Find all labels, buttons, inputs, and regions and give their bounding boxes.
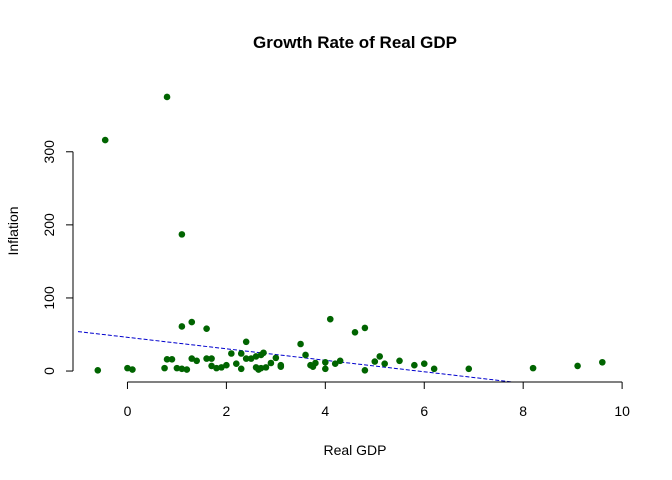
data-point: [371, 358, 379, 365]
data-point: [267, 359, 275, 367]
data-point: [599, 358, 606, 366]
data-point: [178, 365, 186, 373]
data-point: [331, 360, 339, 368]
x-tick-label: 6: [420, 403, 428, 419]
data-point: [188, 318, 196, 326]
data-point: [203, 355, 210, 362]
data-point: [173, 364, 181, 372]
y-tick-label: 300: [41, 140, 57, 164]
data-point: [237, 365, 245, 373]
data-point: [163, 356, 171, 363]
x-tick-label: 10: [614, 403, 630, 419]
data-point: [213, 364, 220, 372]
data-point: [322, 365, 329, 373]
data-point: [223, 361, 230, 369]
data-point: [237, 350, 245, 357]
data-point: [129, 366, 136, 373]
trend-line: [77, 331, 513, 383]
data-point: [242, 355, 250, 362]
data-point: [257, 364, 265, 372]
data-point: [178, 323, 186, 330]
y-tick-label: 0: [41, 367, 57, 375]
y-axis: 0 100 200 300: [41, 140, 74, 375]
y-tick-label: 200: [41, 213, 57, 237]
data-point: [381, 360, 388, 368]
data-point: [336, 357, 344, 365]
data-point: [208, 355, 215, 362]
data-point: [161, 364, 168, 372]
y-axis-label: Inflation: [5, 206, 21, 255]
data-point: [178, 231, 186, 238]
x-tick-label: 0: [124, 403, 132, 419]
data-point: [272, 354, 280, 362]
x-tick-label: 8: [519, 403, 527, 419]
data-point: [188, 355, 196, 362]
data-point: [208, 362, 215, 370]
data-point: [361, 324, 369, 332]
data-point: [260, 349, 267, 357]
data-point: [420, 360, 428, 368]
data-point: [529, 364, 537, 372]
data-point: [396, 357, 403, 365]
data-point: [430, 365, 438, 373]
data-point: [193, 357, 201, 365]
data-point: [302, 351, 309, 359]
data-point: [228, 350, 235, 357]
data-point: [465, 365, 473, 373]
data-point: [203, 325, 210, 332]
data-point: [124, 364, 131, 372]
data-point: [326, 315, 334, 323]
data-point: [242, 338, 250, 346]
data-point: [247, 355, 255, 362]
data-point: [183, 366, 191, 373]
chart-title: Growth Rate of Real GDP: [253, 33, 457, 52]
data-points: [94, 93, 606, 374]
data-point: [163, 93, 171, 101]
data-point: [262, 364, 270, 371]
x-axis-label: Real GDP: [323, 442, 386, 458]
data-point: [574, 362, 581, 370]
data-point: [101, 136, 109, 144]
data-point: [322, 358, 329, 366]
data-point: [232, 360, 240, 368]
data-point: [361, 367, 369, 374]
data-point: [297, 340, 304, 348]
data-point: [351, 329, 359, 336]
data-point: [218, 364, 225, 371]
data-point: [94, 367, 102, 374]
x-axis: 0 2 4 6 8 10: [124, 381, 630, 419]
data-point: [411, 361, 418, 369]
data-point: [168, 356, 176, 363]
x-tick-label: 4: [321, 403, 329, 419]
data-point: [277, 363, 285, 370]
data-point: [312, 359, 319, 367]
data-point: [376, 353, 384, 360]
data-point: [252, 353, 260, 360]
y-tick-label: 100: [41, 286, 57, 310]
x-tick-label: 2: [222, 403, 230, 419]
